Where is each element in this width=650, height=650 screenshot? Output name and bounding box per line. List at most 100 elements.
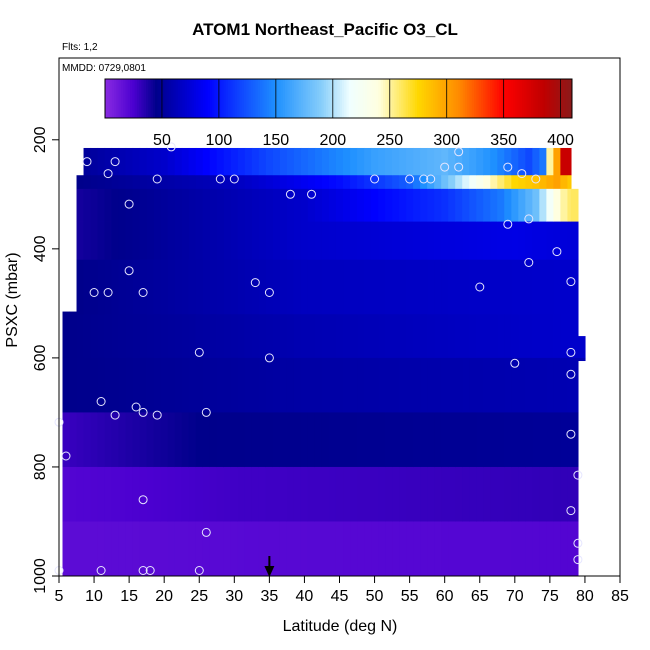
heatmap-cell (153, 412, 162, 468)
heatmap-cell (511, 147, 519, 176)
heatmap-cell (216, 175, 225, 190)
heatmap-cell (504, 188, 512, 222)
heatmap-cell (307, 521, 316, 577)
heatmap-cell (392, 412, 400, 468)
colorbar-segment (310, 79, 313, 118)
heatmap-cell (62, 311, 71, 315)
heatmap-cell (371, 521, 379, 577)
colorbar-segment (353, 79, 357, 118)
data-point (573, 555, 583, 565)
heatmap-cell (244, 357, 253, 413)
heatmap-cell (286, 188, 295, 222)
colorbar-segment (184, 79, 188, 118)
heatmap-cell (258, 175, 267, 190)
colorbar-segment (230, 79, 234, 118)
heatmap-cell (146, 188, 155, 222)
heatmap-cell (371, 147, 379, 176)
heatmap-cell (546, 357, 554, 413)
heatmap-cell (139, 147, 148, 176)
colorbar-segment (394, 79, 398, 118)
heatmap-cell (258, 466, 267, 522)
colorbar-segment (508, 79, 511, 118)
heatmap-cell (328, 259, 337, 315)
colorbar-segment (526, 79, 530, 118)
colorbar-segment (232, 79, 236, 118)
data-point (152, 410, 162, 420)
heatmap-cell (132, 357, 141, 413)
colorbar-segment (166, 79, 170, 118)
colorbar-segment (275, 79, 279, 118)
heatmap-cell (546, 259, 554, 315)
heatmap-cell (420, 221, 428, 261)
heatmap-cell (328, 357, 337, 413)
heatmap-cell (300, 221, 309, 261)
heatmap-cell (413, 259, 421, 315)
data-point (82, 157, 92, 167)
heatmap-cell (181, 466, 190, 522)
colorbar-segment (289, 79, 293, 118)
data-point (166, 142, 176, 152)
heatmap-cell (174, 147, 183, 176)
heatmap-cell (357, 175, 365, 190)
data-point (138, 495, 148, 505)
heatmap-cell (237, 412, 246, 468)
colorbar-segment (401, 79, 404, 118)
colorbar-segment (485, 79, 489, 118)
heatmap-cell (413, 521, 421, 577)
heatmap-cell (265, 147, 274, 176)
heatmap-cell (111, 314, 120, 359)
heatmap-cell (504, 314, 512, 359)
heatmap-cell (202, 259, 211, 315)
heatmap-cell (483, 466, 491, 522)
data-point (503, 219, 513, 229)
y-axis: 200 400 600 800 1000 (32, 126, 59, 594)
heatmap-cell (244, 188, 253, 222)
heatmap-cell (525, 412, 533, 468)
colorbar-segment (442, 79, 445, 118)
colorbar-segment (296, 79, 300, 118)
heatmap-cell (427, 147, 435, 176)
heatmap-cell (209, 314, 218, 359)
colorbar-segment (307, 79, 311, 118)
heatmap-cell (97, 188, 106, 222)
heatmap-cell (146, 175, 155, 190)
data-point (250, 278, 260, 288)
colorbar-segment (437, 79, 441, 118)
heatmap-cell (420, 175, 428, 190)
data-point (552, 247, 562, 257)
heatmap-cell (104, 357, 113, 413)
heatmap-cell (76, 412, 85, 468)
heatmap-cell (399, 357, 407, 413)
data-point (285, 189, 295, 199)
heatmap-cell (427, 412, 435, 468)
colorbar-tick-label: 250 (376, 132, 403, 149)
heatmap-cell (90, 412, 99, 468)
heatmap-cell (525, 221, 533, 261)
heatmap-cell (314, 521, 323, 577)
data-point (454, 147, 464, 157)
heatmap-cell (539, 259, 547, 315)
heatmap-cell (314, 412, 323, 468)
heatmap-cell (251, 259, 260, 315)
heatmap-cell (300, 188, 309, 222)
heatmap-cell (335, 175, 344, 190)
heatmap-cell (97, 259, 106, 315)
colorbar-segment (225, 79, 229, 118)
heatmap-cell (209, 221, 218, 261)
heatmap-cell (300, 147, 309, 176)
heatmap-cell (69, 314, 78, 359)
heatmap-cell (118, 188, 127, 222)
heatmap-cell (511, 175, 519, 190)
heatmap-cell (335, 259, 344, 315)
heatmap-cell (307, 175, 316, 190)
heatmap-cell (69, 311, 78, 315)
heatmap-cell (321, 188, 330, 222)
heatmap-cell (350, 412, 358, 468)
y-tick-label: 800 (32, 454, 49, 481)
colorbar-segment (314, 79, 318, 118)
heatmap-cell (364, 521, 372, 577)
heatmap-cell (188, 175, 197, 190)
colorbar-segment (524, 79, 527, 118)
heatmap-cell (265, 314, 274, 359)
x-tick-label: 75 (541, 588, 559, 605)
